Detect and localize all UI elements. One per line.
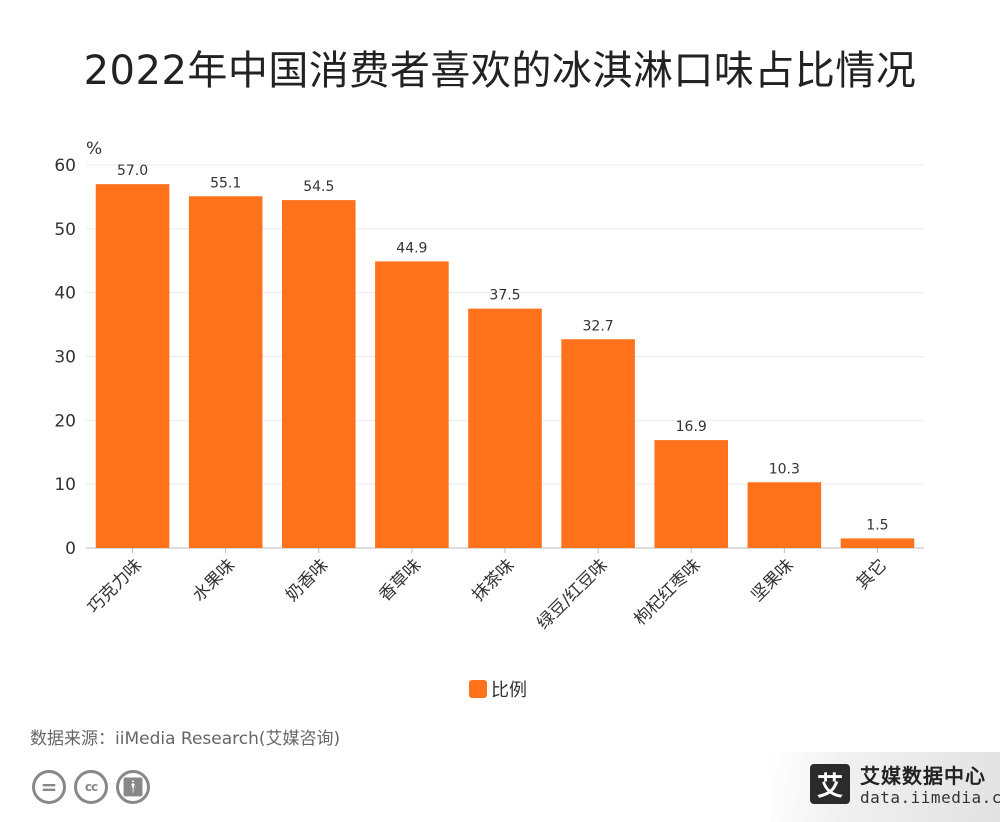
y-tick-label: 30 — [54, 348, 76, 368]
x-tick-label: 抹茶味 — [468, 555, 518, 605]
bar — [840, 538, 915, 548]
data-label: 32.7 — [583, 318, 614, 334]
legend-swatch — [469, 680, 487, 698]
bar — [95, 184, 170, 548]
data-label: 54.5 — [303, 179, 334, 195]
x-tick-label: 水果味 — [189, 555, 239, 605]
data-source: 数据来源：iiMedia Research(艾媒咨询) — [30, 729, 341, 749]
bar — [654, 440, 729, 548]
x-tick-label: 绿豆/红豆味 — [533, 555, 611, 633]
bar — [747, 482, 822, 548]
brand-name: 艾媒数据中心 — [860, 764, 986, 788]
data-label: 10.3 — [769, 461, 800, 477]
bar — [281, 200, 356, 548]
license-icons: = cc 🚹︎ — [32, 770, 150, 804]
attribution-icon: 🚹︎ — [116, 770, 150, 804]
creative-commons-icon: cc — [74, 770, 108, 804]
y-tick-label: 0 — [65, 539, 76, 559]
x-tick-label: 坚果味 — [748, 555, 798, 605]
y-tick-label: 50 — [54, 220, 76, 240]
x-tick-label: 香草味 — [375, 555, 425, 605]
brand-url: data.iimedia.cn — [860, 788, 1000, 807]
no-derivatives-icon: = — [32, 770, 66, 804]
x-tick-label: 巧克力味 — [84, 555, 146, 617]
data-label: 44.9 — [396, 240, 427, 256]
chart-title: 2022年中国消费者喜欢的冰淇淋口味占比情况 — [83, 48, 917, 94]
bar — [188, 196, 263, 549]
x-tick-label: 其它 — [853, 555, 891, 593]
bar — [468, 308, 542, 548]
brand-watermark: 艾 艾媒数据中心 data.iimedia.cn — [770, 752, 1000, 822]
data-label: 16.9 — [676, 419, 707, 435]
data-label: 55.1 — [210, 175, 241, 191]
y-tick-label: 60 — [54, 156, 76, 176]
data-label: 57.0 — [117, 163, 148, 179]
y-tick-label: 10 — [54, 475, 76, 495]
bar — [375, 261, 449, 548]
y-tick-label: 20 — [54, 411, 76, 431]
bar — [561, 339, 635, 548]
y-tick-label: 40 — [54, 284, 76, 304]
legend[interactable]: 比例 — [469, 676, 527, 702]
legend-label: 比例 — [491, 680, 527, 701]
bar-chart: 0 10 20 30 40 50 60% 57.0 巧克力味 55.1 水果味 54.5 奶香味 44.9… — [54, 139, 924, 634]
x-tick-label: 枸杞红枣味 — [631, 555, 705, 629]
data-label: 37.5 — [489, 288, 520, 304]
x-tick-label: 奶香味 — [282, 555, 332, 605]
y-axis-label: % — [86, 139, 102, 159]
data-label: 1.5 — [866, 517, 888, 533]
brand-logo-icon: 艾 — [810, 764, 850, 804]
